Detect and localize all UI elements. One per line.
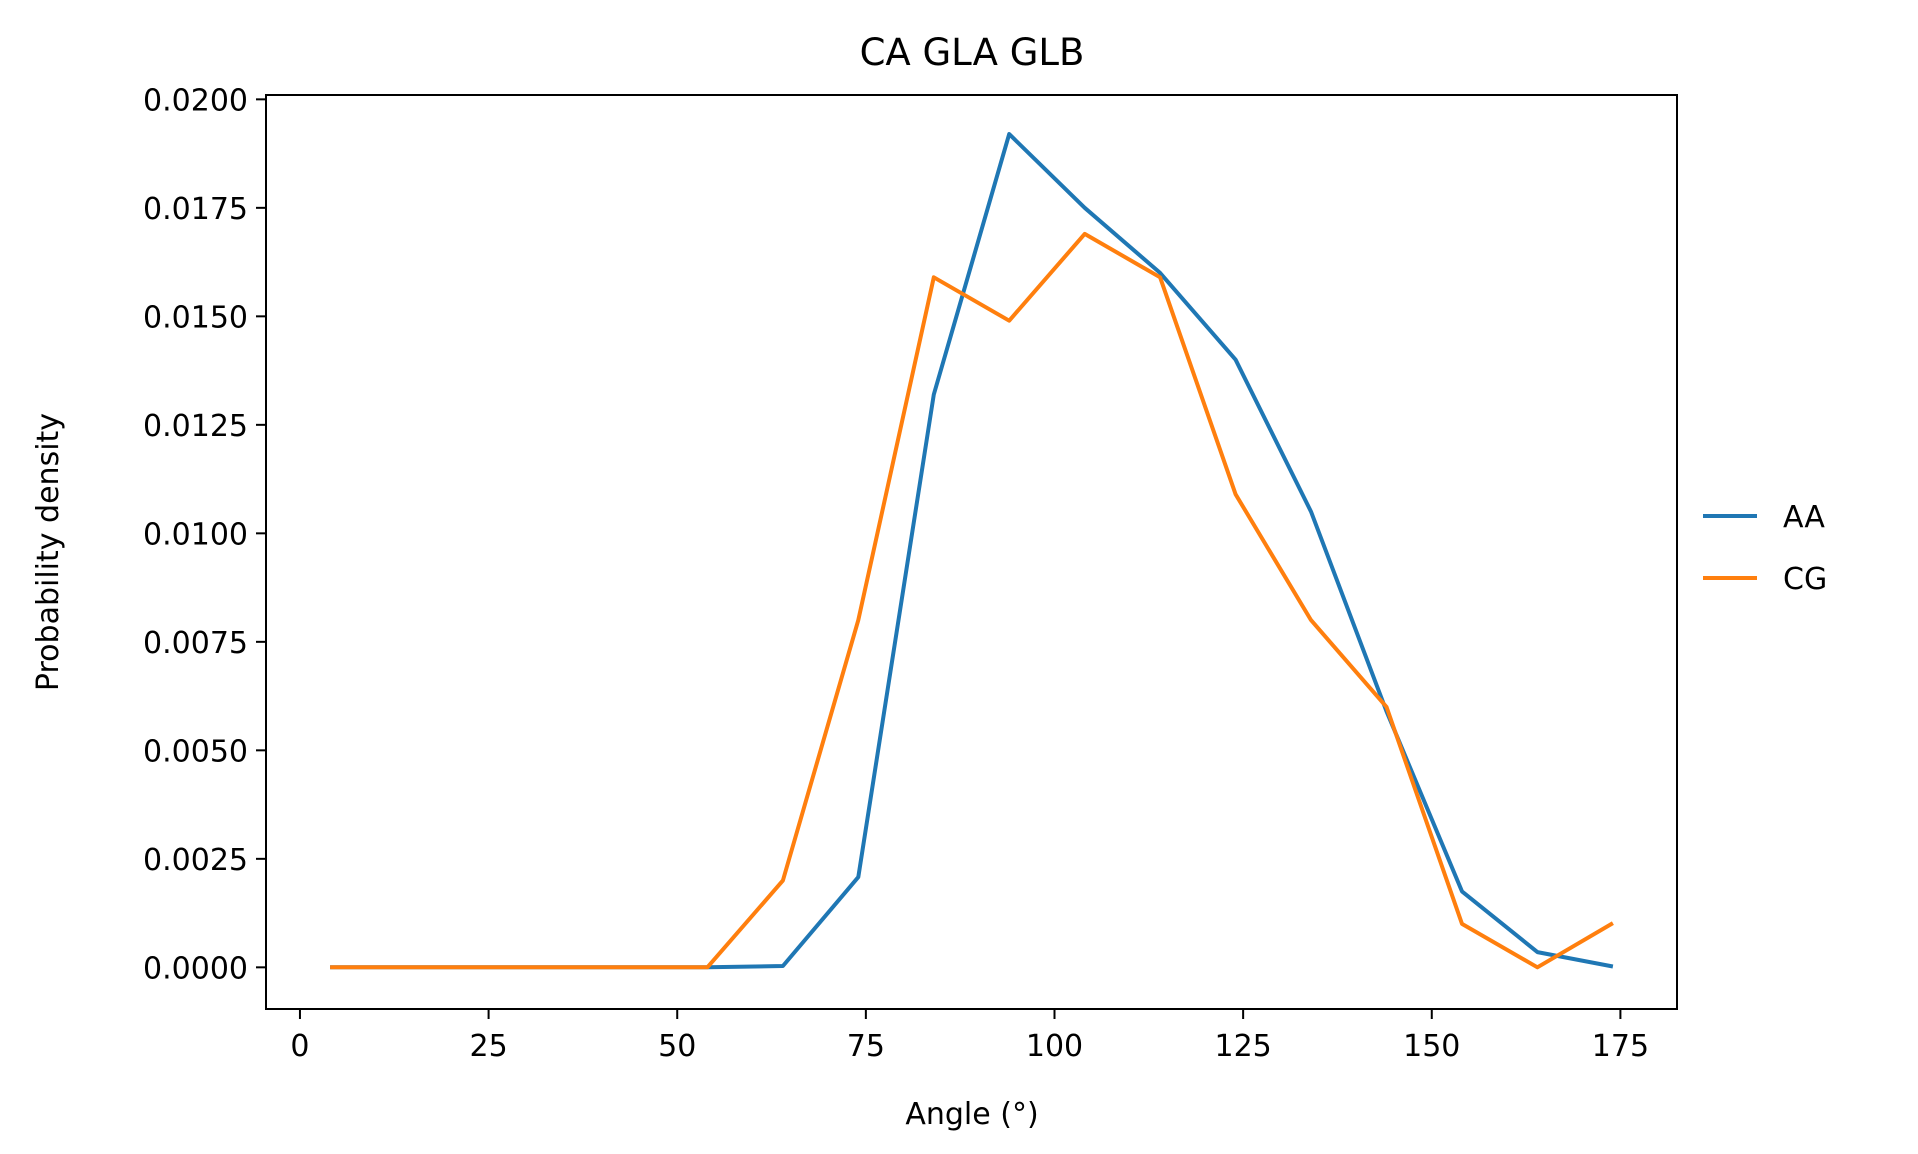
x-tick-label: 125 bbox=[1215, 1029, 1272, 1064]
x-tick-label: 25 bbox=[469, 1029, 507, 1064]
chart-title: CA GLA GLB bbox=[860, 31, 1085, 74]
plot-lines bbox=[330, 132, 1614, 970]
y-tick-label: 0.0075 bbox=[143, 626, 248, 661]
y-axis-label: Probability density bbox=[31, 413, 66, 691]
y-tick-label: 0.0175 bbox=[143, 192, 248, 227]
y-tick-label: 0.0000 bbox=[143, 951, 248, 986]
y-tick-label: 0.0050 bbox=[143, 734, 248, 769]
x-axis: 0 25 50 75 100 125 150 175 bbox=[290, 1009, 1649, 1064]
y-tick-label: 0.0150 bbox=[143, 300, 248, 335]
y-tick-label: 0.0100 bbox=[143, 517, 248, 552]
x-tick-label: 175 bbox=[1592, 1029, 1649, 1064]
legend: AA CG bbox=[1703, 500, 1827, 597]
legend-label-aa: AA bbox=[1783, 500, 1825, 535]
y-tick-label: 0.0200 bbox=[143, 83, 248, 118]
x-axis-label: Angle (°) bbox=[905, 1097, 1038, 1132]
x-tick-label: 100 bbox=[1026, 1029, 1083, 1064]
x-tick-label: 75 bbox=[847, 1029, 885, 1064]
y-tick-label: 0.0125 bbox=[143, 409, 248, 444]
x-tick-label: 0 bbox=[290, 1029, 309, 1064]
y-tick-label: 0.0025 bbox=[143, 843, 248, 878]
legend-label-cg: CG bbox=[1783, 562, 1827, 597]
series-line-cg bbox=[330, 231, 1614, 970]
x-tick-label: 150 bbox=[1403, 1029, 1460, 1064]
x-tick-label: 50 bbox=[658, 1029, 696, 1064]
series-line-aa bbox=[330, 132, 1614, 970]
plot-frame bbox=[265, 94, 1678, 1010]
y-axis: 0.0000 0.0025 0.0050 0.0075 0.0100 0.0125 0.01… bbox=[143, 83, 266, 986]
